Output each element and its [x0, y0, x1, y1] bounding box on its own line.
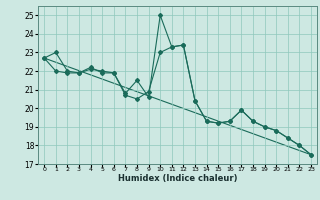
X-axis label: Humidex (Indice chaleur): Humidex (Indice chaleur) [118, 174, 237, 183]
